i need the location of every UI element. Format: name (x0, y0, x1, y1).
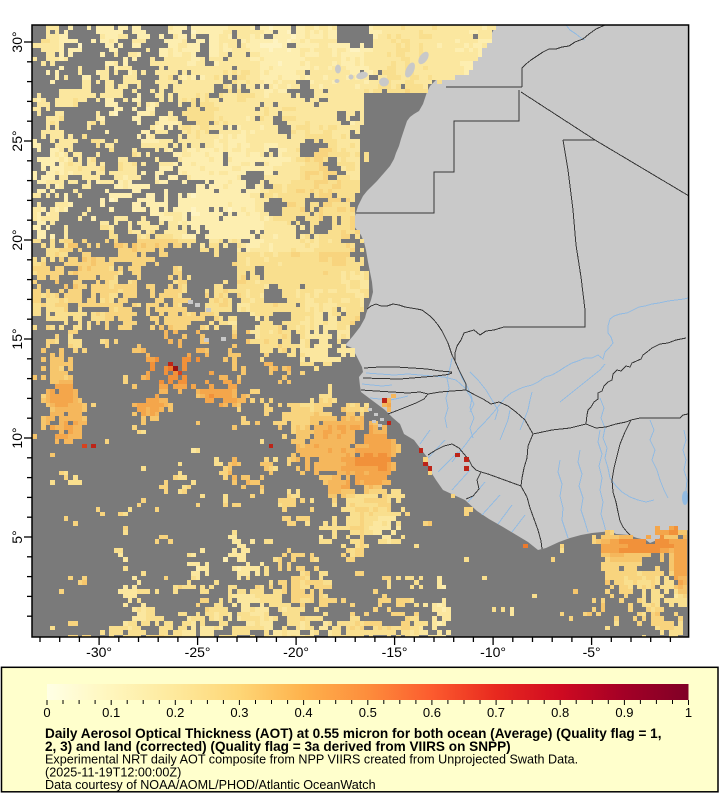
svg-text:0.6: 0.6 (423, 705, 441, 720)
svg-text:-25°: -25° (185, 644, 211, 660)
svg-text:0.8: 0.8 (551, 705, 569, 720)
svg-text:10°: 10° (9, 427, 25, 448)
svg-text:20°: 20° (9, 229, 25, 250)
svg-text:0.4: 0.4 (295, 705, 313, 720)
svg-text:Data courtesy of NOAA/AOML/PHO: Data courtesy of NOAA/AOML/PHOD/Atlantic… (45, 778, 376, 792)
svg-text:0.7: 0.7 (487, 705, 505, 720)
svg-text:1: 1 (685, 705, 692, 720)
svg-text:-20°: -20° (283, 644, 309, 660)
svg-text:5°: 5° (9, 530, 25, 543)
svg-text:(2025-11-19T12:00:00Z): (2025-11-19T12:00:00Z) (45, 765, 181, 779)
svg-text:15°: 15° (9, 328, 25, 349)
svg-text:25°: 25° (9, 130, 25, 151)
svg-text:0.2: 0.2 (166, 705, 184, 720)
svg-text:-5°: -5° (583, 644, 601, 660)
svg-text:30°: 30° (9, 31, 25, 52)
svg-text:-15°: -15° (382, 644, 408, 660)
svg-text:Experimental NRT daily AOT com: Experimental NRT daily AOT composite fro… (45, 753, 578, 767)
svg-text:Daily Aerosol Optical Thicknes: Daily Aerosol Optical Thickness (AOT) at… (45, 726, 662, 741)
svg-text:0.9: 0.9 (615, 705, 633, 720)
svg-text:-10°: -10° (480, 644, 506, 660)
svg-text:0.5: 0.5 (359, 705, 377, 720)
svg-text:2, 3) and land (corrected) (Qu: 2, 3) and land (corrected) (Quality flag… (45, 739, 511, 754)
svg-text:0: 0 (43, 705, 50, 720)
svg-text:0.1: 0.1 (102, 705, 120, 720)
svg-text:0.3: 0.3 (230, 705, 248, 720)
svg-text:-30°: -30° (86, 644, 112, 660)
